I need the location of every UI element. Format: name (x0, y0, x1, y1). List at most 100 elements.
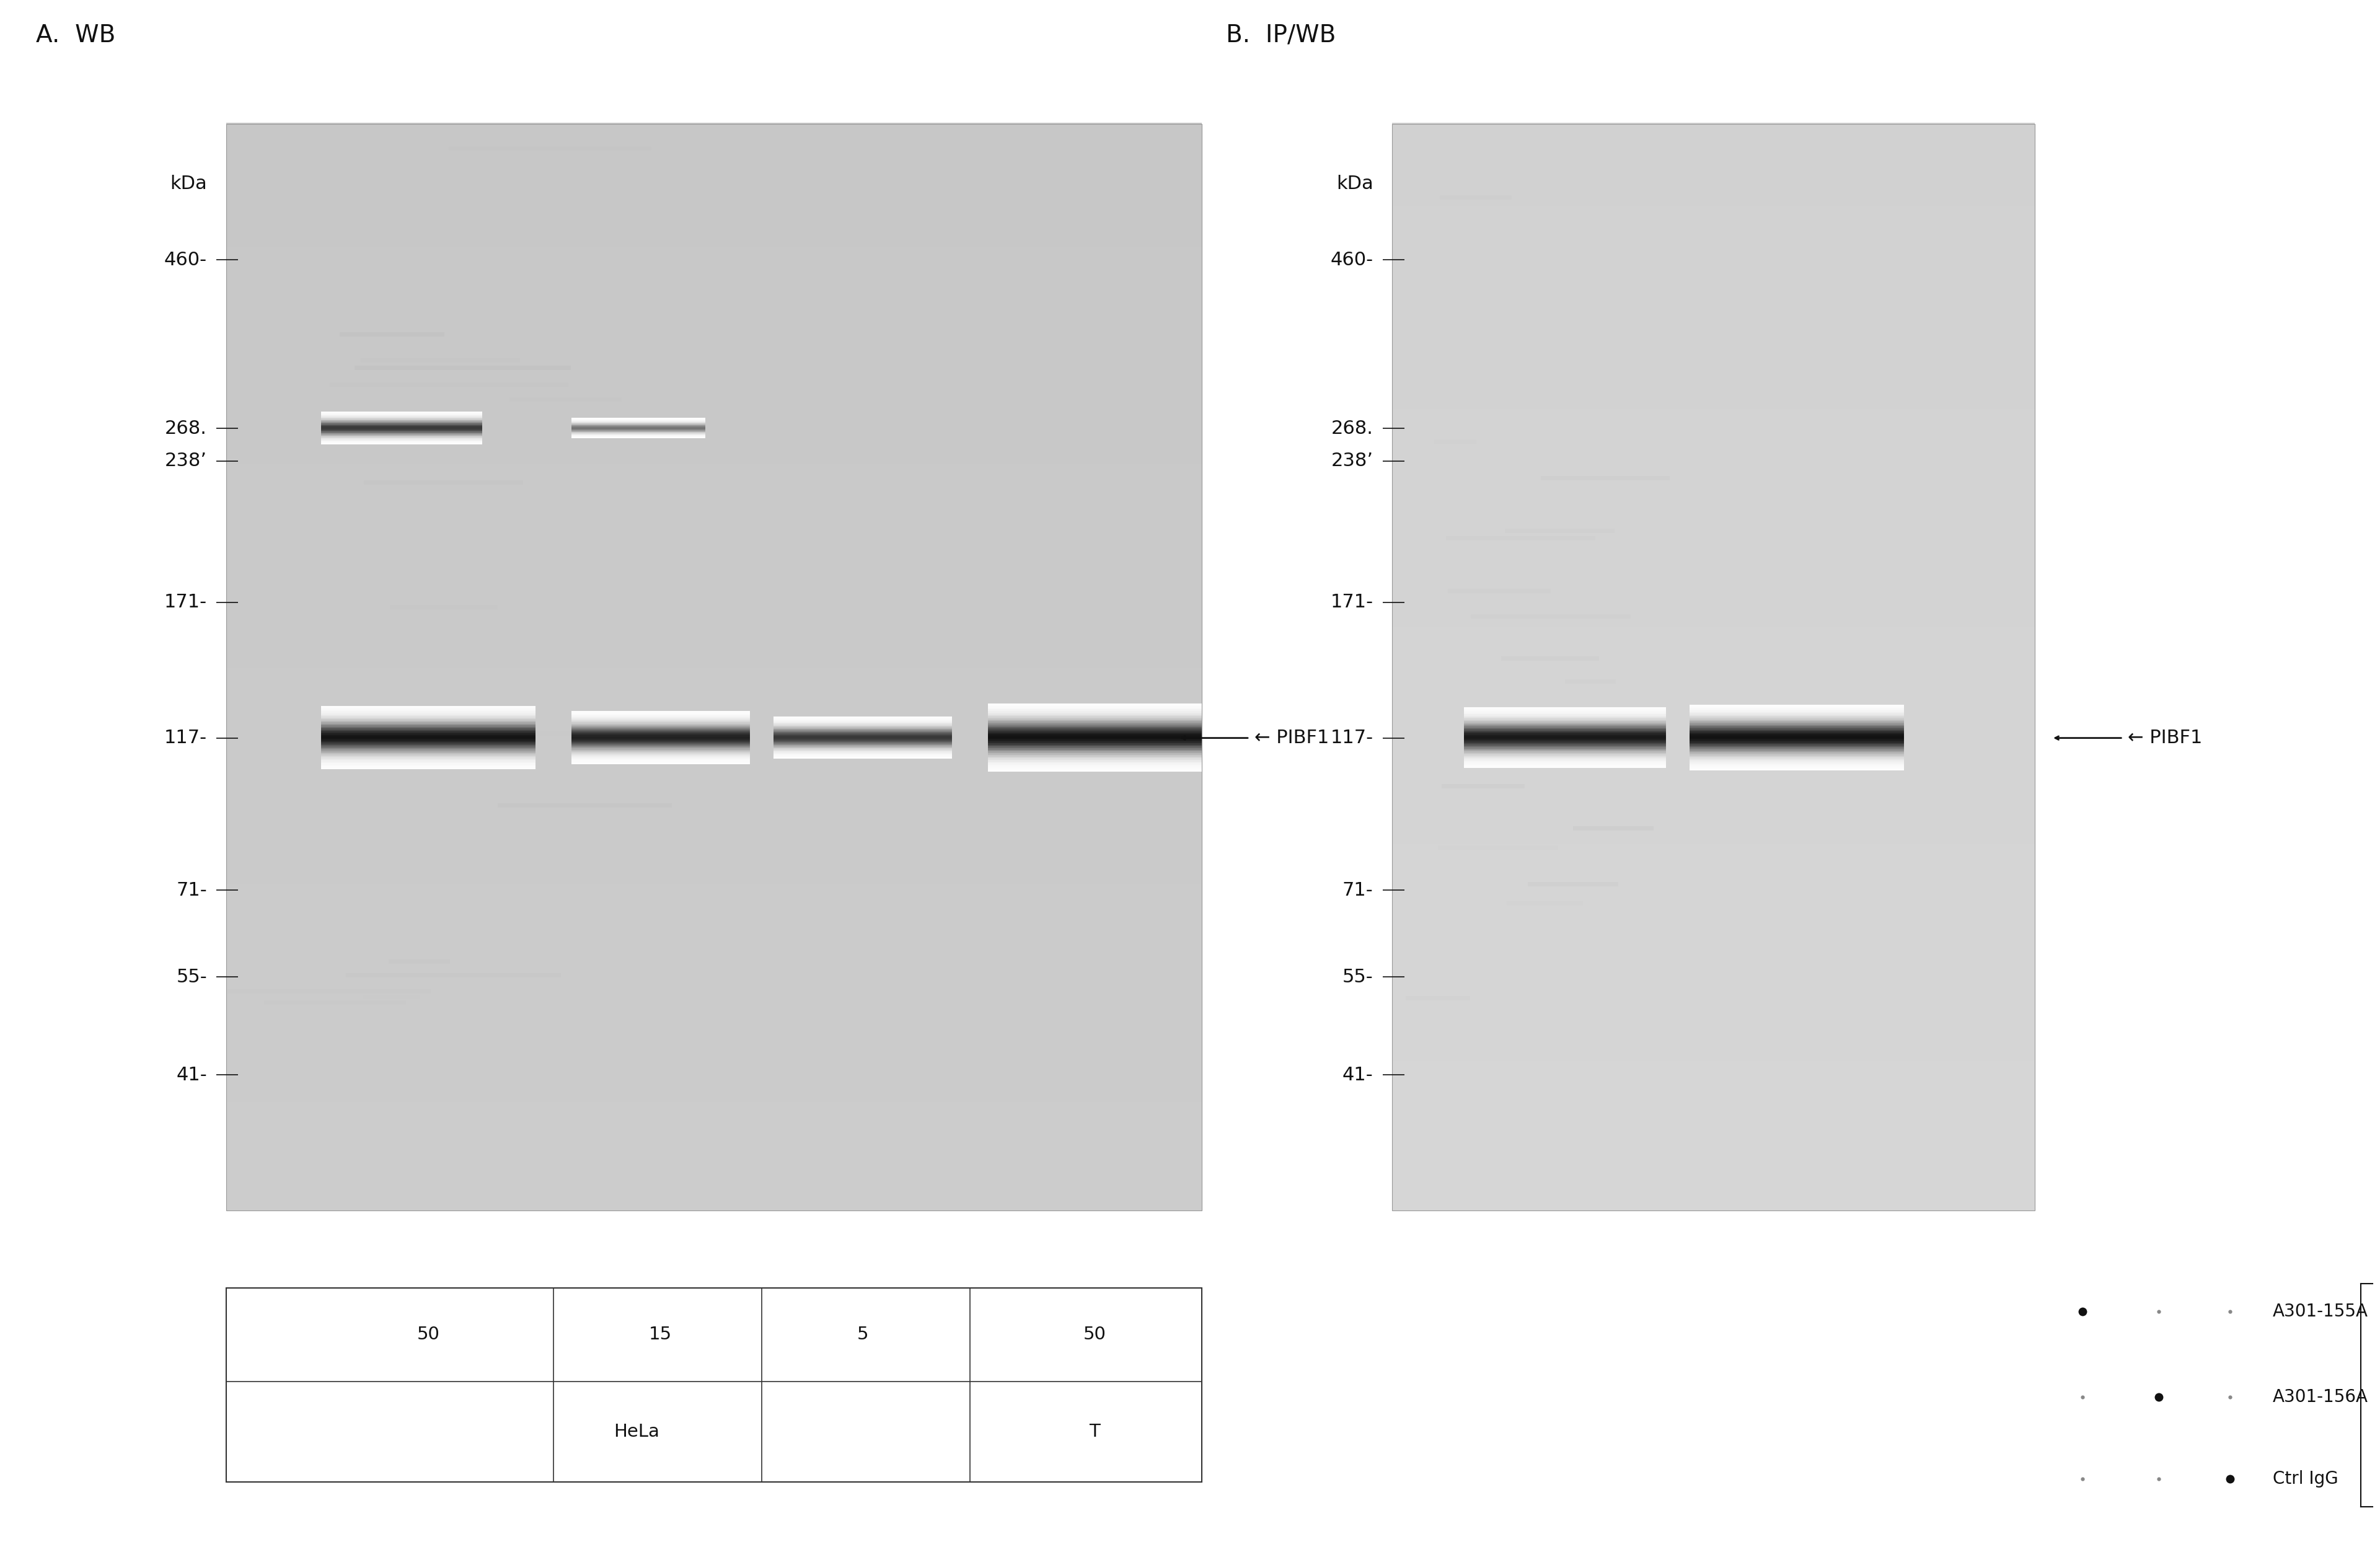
Bar (774, 728, 952, 729)
Bar (1690, 737, 1904, 740)
Bar (1690, 726, 1904, 728)
Bar (774, 720, 952, 722)
Bar (988, 750, 1202, 751)
Bar (226, 692, 1202, 708)
Bar (321, 416, 483, 417)
Bar (1690, 736, 1904, 739)
Bar (571, 712, 750, 714)
Bar (1392, 435, 2035, 450)
Bar (1464, 762, 1666, 765)
Bar (1690, 745, 1904, 748)
Text: 268.: 268. (1330, 419, 1373, 438)
Bar (774, 726, 952, 728)
Bar (264, 1001, 405, 1004)
Bar (226, 203, 1202, 219)
Text: 71-: 71- (1342, 882, 1373, 899)
Bar (331, 383, 569, 386)
Text: kDa: kDa (169, 175, 207, 192)
Text: 50: 50 (1083, 1325, 1107, 1344)
Bar (1464, 748, 1666, 750)
Bar (774, 729, 952, 731)
Bar (1392, 829, 2035, 844)
Bar (988, 731, 1202, 733)
Bar (1392, 1183, 2035, 1197)
Bar (321, 422, 483, 424)
Bar (497, 804, 671, 807)
Bar (1392, 692, 2035, 708)
Bar (1690, 715, 1904, 719)
Bar (1392, 1020, 2035, 1034)
Bar (988, 720, 1202, 723)
Bar (321, 416, 483, 417)
Bar (321, 413, 483, 414)
Bar (226, 557, 1202, 573)
Bar (321, 747, 536, 750)
Bar (1440, 196, 1511, 200)
Bar (1392, 951, 2035, 965)
Bar (321, 419, 483, 421)
Bar (988, 757, 1202, 760)
Bar (321, 417, 483, 419)
Bar (571, 717, 750, 720)
Bar (1392, 857, 2035, 871)
Bar (774, 750, 952, 751)
Bar (571, 742, 750, 743)
Bar (226, 1046, 1202, 1062)
Text: A.  WB: A. WB (36, 23, 114, 47)
Bar (1464, 717, 1666, 719)
Bar (226, 923, 1202, 939)
Bar (1392, 625, 2035, 639)
Bar (321, 441, 483, 442)
Bar (571, 711, 750, 714)
Bar (988, 737, 1202, 740)
Bar (1392, 245, 2035, 261)
Bar (321, 757, 536, 760)
Bar (226, 1074, 1202, 1088)
Bar (988, 706, 1202, 709)
Bar (774, 733, 952, 734)
Bar (226, 897, 1202, 913)
Bar (226, 531, 1202, 545)
Bar (321, 424, 483, 425)
Bar (1392, 1006, 2035, 1021)
Text: 460-: 460- (1330, 251, 1373, 268)
Bar (1392, 177, 2035, 192)
Bar (1392, 1114, 2035, 1130)
Bar (321, 736, 536, 739)
Bar (1392, 394, 2035, 410)
Bar (1690, 742, 1904, 745)
Bar (988, 753, 1202, 754)
Bar (226, 883, 1202, 899)
Bar (774, 739, 952, 740)
Bar (1392, 123, 2035, 138)
Bar (321, 419, 483, 421)
Text: 117-: 117- (1330, 729, 1373, 747)
Bar (1392, 517, 2035, 531)
Bar (226, 326, 1202, 341)
Bar (1392, 191, 2035, 206)
Bar (988, 734, 1202, 736)
Bar (1392, 354, 2035, 369)
Text: 460-: 460- (164, 251, 207, 268)
Bar (988, 722, 1202, 725)
Bar (1471, 615, 1630, 619)
Bar (571, 757, 750, 760)
Bar (226, 489, 1202, 504)
Bar (1392, 666, 2035, 681)
Bar (1392, 598, 2035, 613)
Bar (571, 747, 750, 748)
Bar (1464, 764, 1666, 767)
Bar (226, 734, 1202, 750)
Bar (321, 765, 536, 768)
Bar (1690, 729, 1904, 731)
Bar (1464, 733, 1666, 736)
Bar (1392, 869, 2035, 885)
Bar (1392, 543, 2035, 559)
Bar (321, 430, 483, 431)
Bar (321, 425, 483, 427)
Bar (1392, 748, 2035, 762)
Text: 5: 5 (857, 1325, 869, 1344)
Bar (1690, 764, 1904, 765)
Bar (1392, 326, 2035, 341)
Text: 41-: 41- (1342, 1066, 1373, 1083)
